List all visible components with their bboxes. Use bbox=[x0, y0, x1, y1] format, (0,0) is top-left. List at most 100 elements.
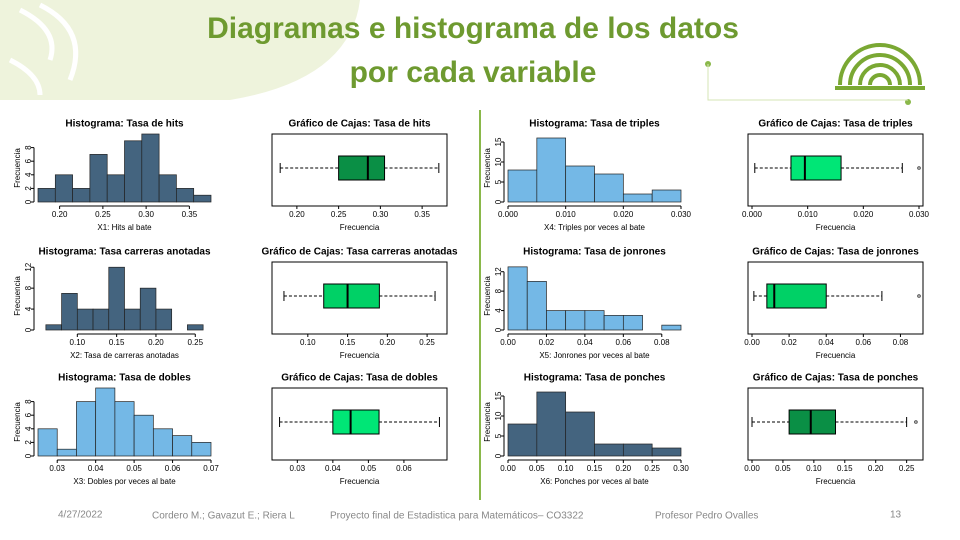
x-axis-label: Frecuencia bbox=[816, 223, 856, 232]
bar bbox=[661, 324, 682, 331]
bar bbox=[158, 174, 177, 203]
bar bbox=[507, 266, 528, 331]
y-tick-label: 4 bbox=[24, 306, 33, 311]
x-tick-label: 0.25 bbox=[331, 210, 347, 219]
x-tick-label: 0.25 bbox=[644, 464, 660, 473]
chart-title: Gráfico de Cajas: Tasa de triples bbox=[758, 119, 913, 130]
y-axis-label: Frecuencia bbox=[483, 276, 492, 316]
x-tick-label: 0.15 bbox=[587, 464, 603, 473]
bar bbox=[124, 308, 141, 331]
bar bbox=[546, 310, 567, 331]
bar bbox=[603, 315, 624, 331]
x-tick-label: 0.20 bbox=[148, 338, 164, 347]
chart-title: Histograma: Tasa de dobles bbox=[58, 373, 191, 384]
y-tick-label: 2 bbox=[24, 440, 33, 445]
outlier bbox=[917, 294, 921, 298]
footer-authors: Cordero M.; Gavazut E.; Riera L bbox=[152, 511, 295, 522]
x-tick-label: 0.00 bbox=[744, 464, 760, 473]
y-tick-label: 8 bbox=[24, 285, 33, 290]
bar bbox=[124, 140, 143, 203]
plot-frame bbox=[747, 133, 924, 207]
y-tick-label: 0 bbox=[24, 327, 33, 332]
footer-date: 4/27/2022 bbox=[58, 510, 103, 521]
x-axis-label: Frecuencia bbox=[340, 223, 380, 232]
bar bbox=[56, 448, 77, 457]
x-tick-label: 0.05 bbox=[126, 464, 142, 473]
y-tick-label: 0 bbox=[24, 453, 33, 458]
y-tick-label: 4 bbox=[494, 308, 503, 313]
x-tick-label: 0.02 bbox=[781, 338, 797, 347]
x-tick-label: 0.00 bbox=[500, 464, 516, 473]
y-tick-label: 6 bbox=[24, 158, 33, 163]
x-tick-label: 0.03 bbox=[290, 464, 306, 473]
bar bbox=[507, 423, 538, 457]
bar bbox=[89, 154, 108, 203]
x-tick-label: 0.020 bbox=[853, 210, 874, 219]
bar bbox=[37, 428, 58, 457]
bar bbox=[622, 315, 643, 331]
x-tick-label: 0.06 bbox=[616, 338, 632, 347]
bar bbox=[193, 194, 212, 203]
chart-title: Histograma: Tasa de ponches bbox=[524, 373, 666, 384]
x-tick-label: 0.010 bbox=[798, 210, 819, 219]
y-axis-label: Frecuencia bbox=[483, 148, 492, 188]
y-tick-label: 15 bbox=[494, 391, 503, 400]
y-axis-label: Frecuencia bbox=[13, 402, 22, 442]
bar bbox=[114, 401, 135, 457]
y-tick-label: 0 bbox=[494, 453, 503, 458]
x-tick-label: 0.06 bbox=[396, 464, 412, 473]
x-tick-label: 0.03 bbox=[49, 464, 65, 473]
y-tick-label: 6 bbox=[24, 412, 33, 417]
x-axis-label: X4: Triples por veces al bate bbox=[544, 223, 645, 232]
plot-frame bbox=[271, 133, 448, 207]
x-tick-label: 0.10 bbox=[806, 464, 822, 473]
bar bbox=[651, 189, 682, 203]
x-tick-label: 0.10 bbox=[70, 338, 86, 347]
bar bbox=[507, 169, 538, 203]
x-axis-label: Frecuencia bbox=[340, 351, 380, 360]
x-tick-label: 0.30 bbox=[138, 210, 154, 219]
plot-frame bbox=[271, 387, 448, 461]
bar bbox=[176, 188, 195, 203]
x-tick-label: 0.02 bbox=[539, 338, 555, 347]
x-tick-label: 0.10 bbox=[558, 464, 574, 473]
x-tick-label: 0.05 bbox=[361, 464, 377, 473]
x-tick-label: 0.08 bbox=[893, 338, 909, 347]
x-tick-label: 0.010 bbox=[556, 210, 577, 219]
x-tick-label: 0.20 bbox=[289, 210, 305, 219]
x-tick-label: 0.15 bbox=[109, 338, 125, 347]
x-tick-label: 0.30 bbox=[673, 464, 689, 473]
chart-title: Gráfico de Cajas: Tasa carreras anotadas bbox=[261, 247, 457, 258]
footer-project: Proyecto final de Estadistica para Matem… bbox=[330, 511, 584, 522]
bar bbox=[76, 308, 94, 331]
bar bbox=[172, 435, 193, 457]
x-tick-label: 0.10 bbox=[300, 338, 316, 347]
y-tick-label: 5 bbox=[494, 433, 503, 438]
y-tick-label: 12 bbox=[494, 267, 503, 276]
x-tick-label: 0.030 bbox=[671, 210, 692, 219]
decoration bbox=[0, 0, 925, 500]
x-tick-label: 0.04 bbox=[325, 464, 341, 473]
y-tick-label: 10 bbox=[494, 157, 503, 166]
box bbox=[766, 283, 827, 309]
slide-title: por cada variable bbox=[350, 56, 597, 89]
box bbox=[323, 283, 380, 309]
y-tick-label: 8 bbox=[494, 288, 503, 293]
x-axis-label: X1: Hits al bate bbox=[97, 223, 152, 232]
x-tick-label: 0.15 bbox=[837, 464, 853, 473]
outlier bbox=[914, 420, 918, 424]
bar bbox=[54, 174, 73, 203]
bar bbox=[594, 443, 624, 457]
box bbox=[332, 409, 380, 435]
bar bbox=[61, 293, 78, 331]
chart-title: Gráfico de Cajas: Tasa de dobles bbox=[281, 373, 438, 384]
bar bbox=[72, 188, 91, 203]
y-tick-label: 8 bbox=[24, 145, 33, 150]
x-axis-label: X3: Dobles por veces al bate bbox=[73, 477, 176, 486]
box bbox=[788, 409, 836, 435]
x-tick-label: 0.25 bbox=[187, 338, 203, 347]
bar bbox=[622, 443, 653, 457]
y-tick-label: 12 bbox=[24, 262, 33, 271]
y-tick-label: 2 bbox=[24, 186, 33, 191]
y-tick-label: 0 bbox=[494, 327, 503, 332]
